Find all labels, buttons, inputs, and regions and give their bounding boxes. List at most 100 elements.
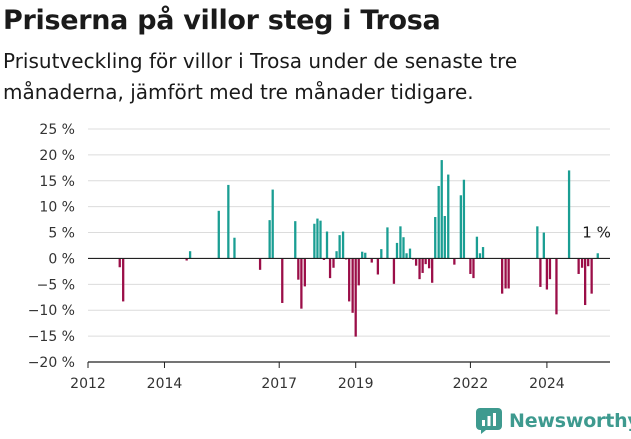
bar <box>351 258 354 313</box>
bar <box>507 258 510 289</box>
bar <box>185 258 188 261</box>
bar <box>300 258 303 309</box>
bar <box>453 258 456 265</box>
bar <box>354 258 357 337</box>
bar <box>188 251 192 259</box>
y-tick-label: 15 % <box>39 174 75 190</box>
bar <box>313 223 316 259</box>
bar <box>555 258 558 315</box>
y-tick-label: −20 % <box>28 355 75 371</box>
bar <box>395 242 399 259</box>
bar <box>227 184 230 259</box>
bar <box>380 249 383 259</box>
y-tick-label: 5 % <box>48 226 75 242</box>
x-tick-label: 2024 <box>529 376 565 392</box>
bar <box>472 258 475 279</box>
bar <box>548 258 552 280</box>
bar <box>325 231 329 259</box>
bars <box>118 160 599 337</box>
bar <box>118 258 121 268</box>
y-tick-label: −5 % <box>37 277 75 293</box>
bar <box>427 258 431 269</box>
chart-title: Priserna på villor steg i Trosa <box>3 5 441 36</box>
bar <box>319 220 322 259</box>
y-tick-label: 0 % <box>48 251 75 267</box>
bar <box>577 258 580 274</box>
x-tick-label: 2012 <box>70 376 106 392</box>
bar <box>443 215 446 259</box>
bar <box>281 258 284 303</box>
bar <box>297 258 300 280</box>
bar <box>414 258 418 266</box>
bar <box>481 247 485 259</box>
bar <box>459 195 462 259</box>
bar <box>567 170 571 259</box>
bar <box>475 236 479 259</box>
x-tick-label: 2022 <box>453 376 489 392</box>
bar <box>440 160 443 259</box>
bar <box>590 258 593 294</box>
y-tick-label: 20 % <box>39 148 75 164</box>
x-axis-ticks: 2012 2014 2017 2019 2022 2024 <box>70 362 565 392</box>
bar <box>357 258 360 286</box>
bar <box>587 258 590 267</box>
y-axis-ticks: 25 % 20 % 15 % 10 % 5 % 0 % −5 % −10 % −15 % −20 … <box>28 122 75 371</box>
y-tick-label: 10 % <box>39 200 75 216</box>
bar <box>364 252 367 259</box>
bar <box>348 258 351 302</box>
bar <box>421 258 424 273</box>
bar <box>268 220 271 259</box>
bar <box>122 258 125 302</box>
bar <box>392 258 396 284</box>
bar <box>418 258 421 280</box>
bar <box>338 235 341 259</box>
newsworthy-logo: Newsworthy <box>476 408 631 434</box>
bar <box>542 232 545 259</box>
bar <box>376 258 380 275</box>
latest-value-label: 1 % <box>582 223 611 241</box>
bar <box>462 179 466 259</box>
bar <box>447 174 450 259</box>
x-axis <box>88 257 610 363</box>
bar <box>335 251 338 259</box>
bar <box>437 185 440 259</box>
y-tick-label: −15 % <box>28 329 75 345</box>
bar <box>408 248 412 259</box>
bar <box>341 231 345 259</box>
y-tick-label: 25 % <box>39 122 75 138</box>
bar <box>233 237 236 259</box>
bar <box>386 227 389 259</box>
bar <box>584 258 587 306</box>
bar <box>504 258 507 289</box>
bar <box>370 258 373 263</box>
bar <box>536 226 539 259</box>
bar <box>399 226 402 259</box>
bar <box>361 251 364 259</box>
bar <box>478 253 482 259</box>
bar <box>328 258 332 279</box>
bar <box>545 258 549 290</box>
x-tick-label: 2017 <box>261 376 297 392</box>
bar <box>258 258 262 270</box>
bar <box>322 258 326 260</box>
bar <box>424 258 427 265</box>
y-tick-label: −10 % <box>28 303 75 319</box>
bar <box>316 218 319 259</box>
bar <box>501 258 504 294</box>
bar <box>402 237 405 259</box>
bar <box>431 258 434 283</box>
bar <box>271 189 274 259</box>
chart-subtitle: Prisutveckling för villor i Trosa under … <box>3 49 518 104</box>
bar <box>303 258 306 287</box>
bar <box>294 221 297 259</box>
bar <box>539 258 542 287</box>
x-tick-label: 2019 <box>338 376 374 392</box>
gridlines <box>88 128 610 363</box>
bar <box>434 217 437 259</box>
bar <box>469 258 472 274</box>
x-tick-label: 2014 <box>147 376 183 392</box>
newsworthy-logo-text: Newsworthy <box>509 410 631 432</box>
bar <box>405 253 408 259</box>
bar <box>332 258 335 268</box>
